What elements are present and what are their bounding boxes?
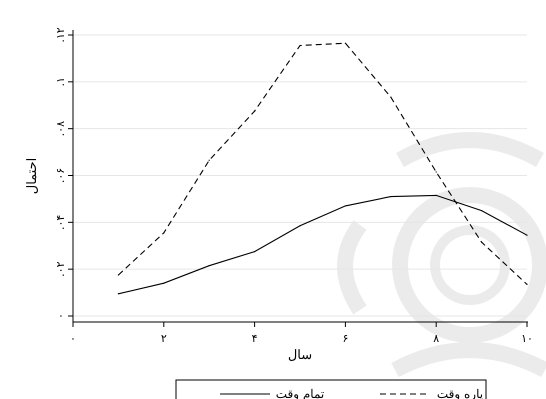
x-tick-label-0: ۰	[70, 332, 76, 345]
x-tick-label-1: ۲	[161, 332, 167, 345]
x-tick-label-5: ۱۰	[521, 332, 533, 345]
y-axis-label: احتمال	[25, 158, 40, 195]
legend: تمام وقت پاره وقت	[175, 379, 487, 399]
series-1-point-4	[299, 44, 301, 47]
series-1-point-8	[481, 241, 483, 243]
series-0-point-8	[481, 210, 483, 212]
y-tick-label-4: .۰۸	[54, 121, 67, 136]
x-tick-label-2: ۴	[252, 332, 258, 345]
y-axis-ticks: ۰ .۰۲ .۰۴ .۰۶ .۰۸ .۱ .۱۲	[54, 27, 73, 319]
series-1-point-6	[390, 96, 392, 98]
series-line-1	[118, 42, 528, 285]
series-0-point-1	[163, 282, 165, 284]
watermark-ornament	[337, 132, 546, 378]
series-lines	[117, 42, 528, 295]
series-0-point-3	[254, 251, 256, 253]
series-1-point-5	[344, 42, 346, 44]
y-tick-label-1: .۰۲	[54, 261, 67, 276]
series-0-point-6	[390, 195, 392, 198]
y-tick-label-6: .۱۲	[54, 27, 67, 42]
series-1-point-1	[163, 232, 165, 234]
series-line-0	[118, 194, 528, 295]
series-0-point-4	[299, 225, 301, 227]
legend-label-0: تمام وقت	[276, 387, 325, 399]
series-0-point-0	[117, 293, 119, 295]
x-axis-label: سال	[288, 348, 312, 363]
series-1-point-2	[208, 159, 210, 161]
y-tick-label-3: .۰۶	[54, 168, 67, 183]
series-0-point-9	[526, 234, 528, 236]
y-tick-label-0: ۰	[54, 313, 67, 319]
series-1-point-3	[254, 110, 256, 112]
x-tick-label-4: ۸	[433, 332, 439, 345]
y-tick-label-2: .۰۴	[54, 215, 67, 230]
series-0-point-2	[208, 265, 210, 267]
y-tick-label-5: .۱	[54, 77, 67, 86]
grid-lines	[73, 34, 527, 317]
axes	[72, 30, 528, 323]
series-1-point-7	[435, 171, 437, 173]
series-1-point-0	[117, 274, 119, 276]
legend-label-1: پاره وقت	[437, 387, 483, 399]
x-axis-ticks: ۰ ۲ ۴ ۶ ۸ ۱۰	[70, 322, 533, 345]
series-0-point-5	[344, 205, 346, 207]
x-tick-label-3: ۶	[342, 332, 348, 345]
series-0-point-7	[435, 194, 437, 197]
series-1-point-9	[526, 283, 528, 285]
